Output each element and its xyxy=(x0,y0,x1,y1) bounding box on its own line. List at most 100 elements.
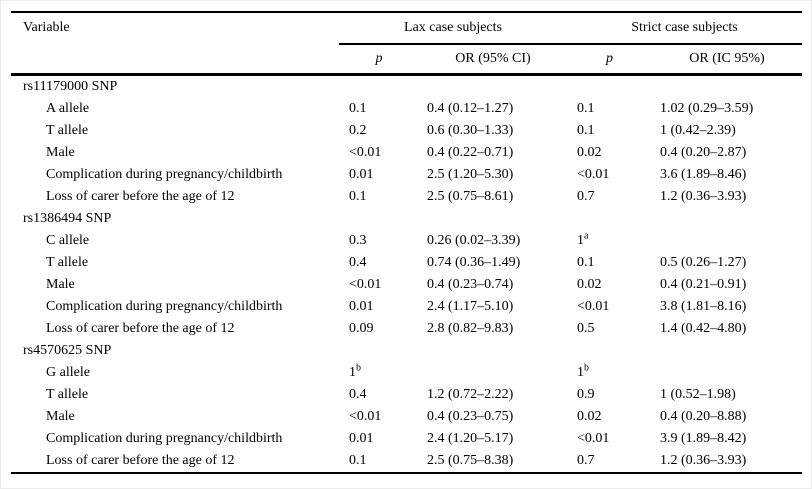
table-row: T allele 0.4 1.2 (0.72–2.22) 0.9 1 (0.52… xyxy=(11,384,802,406)
cell-value: 0.26 (0.02–3.39) xyxy=(427,232,521,248)
cell-value: 0.1 xyxy=(349,188,367,204)
cell-lax-p: 0.2 xyxy=(339,120,419,142)
cell-value: 0.4 (0.23–0.75) xyxy=(427,408,514,424)
cell-strict-p: <0.01 xyxy=(567,428,652,450)
cell-value: 1 xyxy=(349,364,356,380)
cell-value: 0.4 xyxy=(349,254,367,270)
cell-value: 3.8 (1.81–8.16) xyxy=(660,298,747,314)
cell-value: 1 xyxy=(577,364,584,380)
cell-lax-p: 0.1 xyxy=(339,186,419,208)
cell-value: 1.2 (0.36–3.93) xyxy=(660,452,747,468)
cell-lax-p: <0.01 xyxy=(339,274,419,296)
cell-value: 0.1 xyxy=(349,100,367,116)
cell-lax-p: 0.3 xyxy=(339,230,419,252)
cell-strict-p: 1b xyxy=(567,362,652,384)
footnote-marker: b xyxy=(356,361,361,373)
cell-value: 0.1 xyxy=(577,100,595,116)
cell-strict-p: 0.1 xyxy=(567,120,652,142)
cell-lax-or: 0.26 (0.02–3.39) xyxy=(419,230,567,252)
cell-value: 0.01 xyxy=(349,430,374,446)
cell-lax-or: 2.5 (1.20–5.30) xyxy=(419,164,567,186)
table-row: Loss of carer before the age of 12 0.09 … xyxy=(11,318,802,340)
footnote-marker: b xyxy=(584,361,589,373)
cell-value: 0.02 xyxy=(577,276,602,292)
cell-value: 2.4 (1.20–5.17) xyxy=(427,430,514,446)
cell-value: <0.01 xyxy=(349,276,382,292)
cell-strict-p: <0.01 xyxy=(567,296,652,318)
cell-value: 0.3 xyxy=(349,232,367,248)
cell-strict-p: 0.7 xyxy=(567,186,652,208)
cell-value: 2.5 (0.75–8.61) xyxy=(427,188,514,204)
cell-value: <0.01 xyxy=(349,408,382,424)
row-label: Loss of carer before the age of 12 xyxy=(46,188,235,204)
cell-value: 1 xyxy=(577,232,584,248)
table-row: C allele 0.3 0.26 (0.02–3.39) 1a xyxy=(11,230,802,252)
cell-value: 0.5 xyxy=(577,320,595,336)
cell-value: 0.7 xyxy=(577,452,595,468)
cell-value: 0.4 xyxy=(349,386,367,402)
cell-value: 2.4 (1.17–5.10) xyxy=(427,298,514,314)
cell-value: 1 (0.42–2.39) xyxy=(660,122,736,138)
cell-value: 0.7 xyxy=(577,188,595,204)
cell-lax-p: <0.01 xyxy=(339,406,419,428)
cell-strict-p: 1a xyxy=(567,230,652,252)
cell-strict-p: 0.1 xyxy=(567,98,652,120)
column-header-variable: Variable xyxy=(23,20,70,35)
cell-lax-or: 2.4 (1.17–5.10) xyxy=(419,296,567,318)
cell-strict-p: 0.1 xyxy=(567,252,652,274)
cell-lax-or: 0.74 (0.36–1.49) xyxy=(419,252,567,274)
row-label: A allele xyxy=(46,100,90,116)
cell-value: 0.74 (0.36–1.49) xyxy=(427,254,521,270)
cell-lax-p: <0.01 xyxy=(339,142,419,164)
cell-value: 2.5 (1.20–5.30) xyxy=(427,166,514,182)
row-label: Complication during pregnancy/childbirth xyxy=(46,166,283,182)
cell-lax-p: 0.09 xyxy=(339,318,419,340)
cell-value: 0.4 (0.22–0.71) xyxy=(427,144,514,160)
cell-value: <0.01 xyxy=(349,144,382,160)
subheader-lax-or: OR (95% CI) xyxy=(455,50,531,66)
cell-lax-or xyxy=(419,362,567,384)
cell-value: 0.9 xyxy=(577,386,595,402)
cell-value: 0.4 (0.20–8.88) xyxy=(660,408,747,424)
cell-strict-or: 3.8 (1.81–8.16) xyxy=(652,296,802,318)
cell-value: 0.1 xyxy=(577,254,595,270)
section-title: rs1386494 SNP xyxy=(23,210,112,226)
cell-lax-p: 0.4 xyxy=(339,252,419,274)
table-row: G allele 1b 1b xyxy=(11,362,802,384)
cell-strict-or: 0.4 (0.20–8.88) xyxy=(652,406,802,428)
cell-value: 2.5 (0.75–8.38) xyxy=(427,452,514,468)
footnote-marker: a xyxy=(584,229,589,241)
cell-value: 0.01 xyxy=(349,298,374,314)
table-row: T allele 0.2 0.6 (0.30–1.33) 0.1 1 (0.42… xyxy=(11,120,802,142)
table-row: T allele 0.4 0.74 (0.36–1.49) 0.1 0.5 (0… xyxy=(11,252,802,274)
row-label: Loss of carer before the age of 12 xyxy=(46,452,235,468)
table-row: rs1386494 SNP xyxy=(11,208,802,230)
subheader-strict-or: OR (IC 95%) xyxy=(689,50,765,66)
table-row: A allele 0.1 0.4 (0.12–1.27) 0.1 1.02 (0… xyxy=(11,98,802,120)
cell-value: 2.8 (0.82–9.83) xyxy=(427,320,514,336)
table-row: Loss of carer before the age of 12 0.1 2… xyxy=(11,186,802,208)
cell-value: 0.4 (0.20–2.87) xyxy=(660,144,747,160)
section-title: rs4570625 SNP xyxy=(23,342,112,358)
cell-value: 0.5 (0.26–1.27) xyxy=(660,254,747,270)
table-row: Complication during pregnancy/childbirth… xyxy=(11,428,802,450)
cell-lax-or: 2.4 (1.20–5.17) xyxy=(419,428,567,450)
cell-strict-or: 3.9 (1.89–8.42) xyxy=(652,428,802,450)
table-row: rs11179000 SNP xyxy=(11,72,802,98)
cell-strict-or: 1.4 (0.42–4.80) xyxy=(652,318,802,340)
cell-value: 0.1 xyxy=(349,452,367,468)
cell-lax-p: 0.1 xyxy=(339,450,419,473)
row-label: T allele xyxy=(46,254,89,270)
cell-lax-or: 0.6 (0.30–1.33) xyxy=(419,120,567,142)
cell-value: 1.02 (0.29–3.59) xyxy=(660,100,754,116)
row-label: Male xyxy=(46,276,75,292)
cell-strict-or: 1 (0.52–1.98) xyxy=(652,384,802,406)
cell-strict-or: 1 (0.42–2.39) xyxy=(652,120,802,142)
cell-lax-or: 0.4 (0.12–1.27) xyxy=(419,98,567,120)
cell-value: 1 (0.52–1.98) xyxy=(660,386,736,402)
cell-value: 0.6 (0.30–1.33) xyxy=(427,122,514,138)
table-row: Loss of carer before the age of 12 0.1 2… xyxy=(11,450,802,473)
row-label: Male xyxy=(46,408,75,424)
results-table: Variable Lax case subjects Strict case s… xyxy=(11,11,802,474)
table-row: Male <0.01 0.4 (0.22–0.71) 0.02 0.4 (0.2… xyxy=(11,142,802,164)
